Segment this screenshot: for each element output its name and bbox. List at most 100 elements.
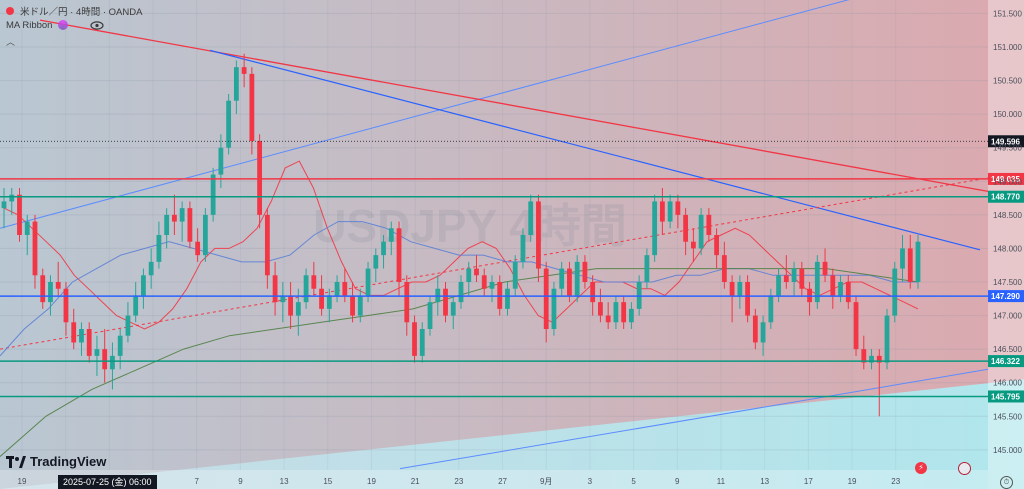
candle: [667, 194, 673, 229]
tradingview-logo[interactable]: TradingView: [6, 454, 106, 469]
candle: [357, 288, 363, 323]
chart-legend: 米ドル／円 · 4時間 · OANDA MA Ribbon ︿: [6, 4, 142, 47]
level-price-label: 147.290: [991, 292, 1020, 301]
candle-body: [458, 282, 464, 303]
candle-body: [9, 194, 15, 202]
candle: [110, 342, 115, 390]
candle: [79, 322, 84, 356]
price-tick-label: 148.000: [993, 244, 1022, 253]
price-tick-label: 149.500: [993, 144, 1022, 153]
price-tick-label: 146.500: [993, 345, 1022, 354]
price-tick-label: 151.500: [993, 9, 1022, 18]
candle: [427, 295, 433, 336]
candle-body: [822, 261, 828, 276]
candle: [412, 315, 417, 363]
candle: [280, 282, 286, 323]
candle: [148, 248, 154, 289]
candle-body: [55, 282, 61, 289]
candle-body: [698, 214, 704, 249]
blue-trend-line: [209, 49, 981, 251]
indicator-settings-icon[interactable]: [58, 20, 69, 30]
indicator-legend-row[interactable]: MA Ribbon: [6, 18, 142, 32]
candle: [102, 329, 108, 383]
level-price-label: 145.795: [991, 392, 1020, 401]
candle: [164, 208, 170, 249]
price-tick-label: 145.000: [993, 446, 1022, 455]
candle-body: [264, 214, 270, 276]
candle: [9, 188, 15, 215]
candle: [737, 275, 743, 309]
candle: [117, 329, 123, 370]
candle-body: [574, 261, 580, 296]
candle-body: [799, 268, 805, 289]
current-price-badge: [988, 135, 1024, 148]
time-tick-label: 21: [411, 477, 420, 486]
candle: [334, 275, 340, 303]
candle-body: [71, 322, 77, 343]
candle-body: [102, 349, 108, 370]
candle: [822, 248, 828, 282]
candle-body: [783, 275, 789, 282]
candle: [629, 302, 634, 329]
candle: [466, 261, 472, 296]
candle: [559, 261, 565, 296]
candle: [443, 282, 448, 323]
candle: [729, 275, 735, 323]
candle: [272, 261, 278, 316]
collapse-legend-icon[interactable]: ︿: [6, 36, 16, 47]
candle-body: [226, 100, 232, 148]
candle: [404, 275, 410, 336]
candle: [745, 275, 750, 323]
candle-body: [714, 235, 720, 256]
symbol-legend-row[interactable]: 米ドル／円 · 4時間 · OANDA: [6, 4, 142, 18]
candle: [652, 194, 658, 262]
visibility-eye-icon[interactable]: [90, 20, 105, 30]
candle-body: [752, 315, 758, 343]
candle: [799, 261, 805, 296]
candle-body: [876, 355, 882, 363]
candle-body: [489, 282, 495, 289]
candle-body: [838, 282, 843, 296]
candle-body: [520, 235, 526, 262]
candle: [838, 275, 843, 303]
candle: [195, 228, 201, 262]
candle: [226, 94, 232, 155]
candle-body: [40, 275, 46, 303]
candle-body: [342, 282, 348, 296]
level-price-label: 148.770: [991, 193, 1020, 202]
price-tick-label: 150.000: [993, 110, 1022, 119]
time-tick-label: 17: [804, 477, 813, 486]
price-tick-label: 146.000: [993, 379, 1022, 388]
crosshair-time-label: 2025-07-25 (金) 06:00: [58, 475, 157, 489]
candle: [861, 335, 867, 370]
candle: [94, 335, 100, 376]
candle-body: [853, 302, 859, 350]
indicator-name: MA Ribbon: [6, 19, 53, 31]
candle-body: [195, 241, 201, 256]
us-flag-event-icon[interactable]: [958, 462, 971, 475]
candle-body: [1, 201, 7, 209]
candle-body: [311, 275, 317, 289]
time-axis-background: [0, 470, 988, 489]
timezone-settings-icon[interactable]: ⏱: [1000, 476, 1013, 489]
lightning-event-icon[interactable]: ⚡: [915, 462, 927, 474]
candle: [210, 167, 216, 222]
candle: [264, 208, 270, 289]
candle-body: [94, 349, 100, 356]
candle: [505, 282, 510, 316]
candle: [187, 201, 193, 249]
candle-body: [667, 201, 673, 222]
candle-body: [241, 67, 247, 74]
candle: [721, 241, 727, 289]
candle-body: [295, 302, 301, 316]
candle-body: [117, 335, 123, 356]
candle: [481, 268, 487, 296]
candle-body: [861, 349, 867, 363]
candle-body: [659, 201, 665, 222]
candle-body: [760, 322, 766, 343]
candle-body: [590, 282, 596, 303]
candle: [791, 261, 797, 296]
candle-body: [683, 214, 689, 242]
